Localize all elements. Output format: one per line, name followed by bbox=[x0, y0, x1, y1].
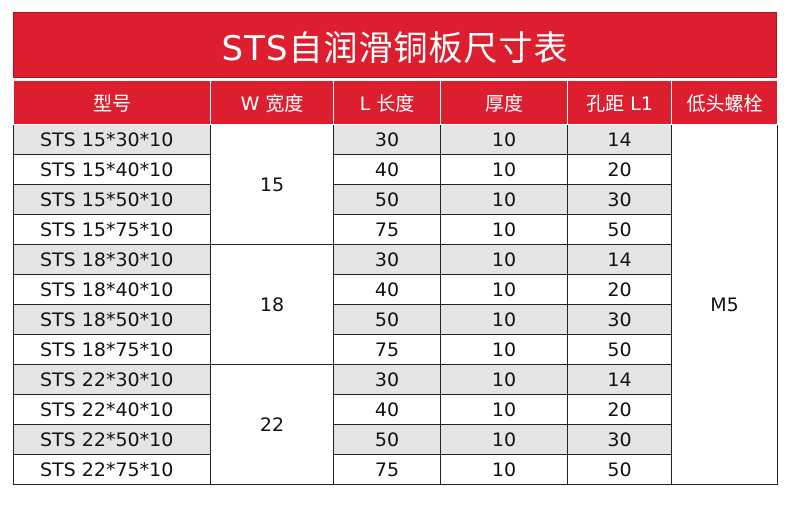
table-row: STS 18*40*10 40 10 20 bbox=[13, 274, 778, 305]
thickness-cell: 10 bbox=[440, 454, 568, 485]
model-cell: STS 18*75*10 bbox=[13, 334, 211, 365]
thickness-cell: 10 bbox=[440, 274, 568, 305]
model-cell: STS 15*40*10 bbox=[13, 154, 211, 185]
bolt-cell: M5 bbox=[671, 124, 778, 485]
model-cell: STS 22*30*10 bbox=[13, 364, 211, 395]
hole-distance-cell: 30 bbox=[567, 184, 672, 215]
length-cell: 75 bbox=[333, 334, 441, 365]
model-cell: STS 22*40*10 bbox=[13, 394, 211, 425]
thickness-cell: 10 bbox=[440, 364, 568, 395]
model-cell: STS 18*40*10 bbox=[13, 274, 211, 305]
length-cell: 40 bbox=[333, 274, 441, 305]
length-cell: 30 bbox=[333, 244, 441, 275]
thickness-cell: 10 bbox=[440, 124, 568, 155]
hole-distance-cell: 30 bbox=[567, 424, 672, 455]
model-cell: STS 22*50*10 bbox=[13, 424, 211, 455]
header-thickness: 厚度 bbox=[440, 80, 568, 125]
thickness-cell: 10 bbox=[440, 154, 568, 185]
model-cell: STS 15*30*10 bbox=[13, 124, 211, 155]
thickness-cell: 10 bbox=[440, 394, 568, 425]
hole-distance-cell: 30 bbox=[567, 304, 672, 335]
thickness-cell: 10 bbox=[440, 214, 568, 245]
length-cell: 75 bbox=[333, 454, 441, 485]
length-cell: 50 bbox=[333, 304, 441, 335]
table-row: STS 15*30*10 15 30 10 14 M5 bbox=[13, 124, 778, 485]
width-cell: 15 bbox=[210, 124, 334, 245]
thickness-cell: 10 bbox=[440, 244, 568, 275]
table-row: STS 15*40*10 40 10 20 bbox=[13, 154, 778, 185]
header-row: 型号 W 宽度 L 长度 厚度 孔距 L1 低头螺栓 bbox=[13, 80, 778, 125]
hole-distance-cell: 20 bbox=[567, 274, 672, 305]
hole-distance-cell: 50 bbox=[567, 334, 672, 365]
hole-distance-cell: 14 bbox=[567, 244, 672, 275]
hole-distance-cell: 14 bbox=[567, 124, 672, 155]
hole-distance-cell: 50 bbox=[567, 454, 672, 485]
length-cell: 50 bbox=[333, 184, 441, 215]
model-cell: STS 18*50*10 bbox=[13, 304, 211, 335]
header-width: W 宽度 bbox=[210, 80, 334, 125]
header-model: 型号 bbox=[13, 80, 211, 125]
thickness-cell: 10 bbox=[440, 184, 568, 215]
width-cell: 22 bbox=[210, 364, 334, 485]
table-row: STS 22*50*10 50 10 30 bbox=[13, 424, 778, 455]
table-row: STS 22*30*10 22 30 10 14 bbox=[13, 364, 778, 485]
table-row: STS 18*75*10 75 10 50 bbox=[13, 334, 778, 365]
length-cell: 30 bbox=[333, 364, 441, 395]
length-cell: 50 bbox=[333, 424, 441, 455]
table-row: STS 22*75*10 75 10 50 bbox=[13, 454, 778, 485]
model-cell: STS 18*30*10 bbox=[13, 244, 211, 275]
table-body: STS 15*30*10 15 30 10 14 M5 STS 15*40*10… bbox=[13, 124, 778, 485]
table-row: STS 15*50*10 50 10 30 bbox=[13, 184, 778, 215]
thickness-cell: 10 bbox=[440, 304, 568, 335]
header-length: L 长度 bbox=[333, 80, 441, 125]
thickness-cell: 10 bbox=[440, 334, 568, 365]
hole-distance-cell: 50 bbox=[567, 214, 672, 245]
length-cell: 40 bbox=[333, 394, 441, 425]
header-bolt: 低头螺栓 bbox=[671, 80, 778, 125]
spec-table: 型号 W 宽度 L 长度 厚度 孔距 L1 低头螺栓 STS 15*30*10 … bbox=[13, 80, 778, 485]
hole-distance-cell: 14 bbox=[567, 364, 672, 395]
header-hole-distance: 孔距 L1 bbox=[567, 80, 672, 125]
hole-distance-cell: 20 bbox=[567, 154, 672, 185]
length-cell: 30 bbox=[333, 124, 441, 155]
width-cell: 18 bbox=[210, 244, 334, 365]
page-title: STS自润滑铜板尺寸表 bbox=[13, 12, 777, 78]
model-cell: STS 22*75*10 bbox=[13, 454, 211, 485]
length-cell: 40 bbox=[333, 154, 441, 185]
length-cell: 75 bbox=[333, 214, 441, 245]
table-row: STS 18*30*10 18 30 10 14 bbox=[13, 244, 778, 365]
table-row: STS 22*40*10 40 10 20 bbox=[13, 394, 778, 425]
hole-distance-cell: 20 bbox=[567, 394, 672, 425]
spec-sheet: STS自润滑铜板尺寸表 型号 W 宽度 L 长度 厚度 孔距 L1 低头螺栓 S… bbox=[13, 12, 778, 485]
table-row: STS 18*50*10 50 10 30 bbox=[13, 304, 778, 335]
table-row: STS 15*75*10 75 10 50 bbox=[13, 214, 778, 245]
thickness-cell: 10 bbox=[440, 424, 568, 455]
model-cell: STS 15*75*10 bbox=[13, 214, 211, 245]
model-cell: STS 15*50*10 bbox=[13, 184, 211, 215]
